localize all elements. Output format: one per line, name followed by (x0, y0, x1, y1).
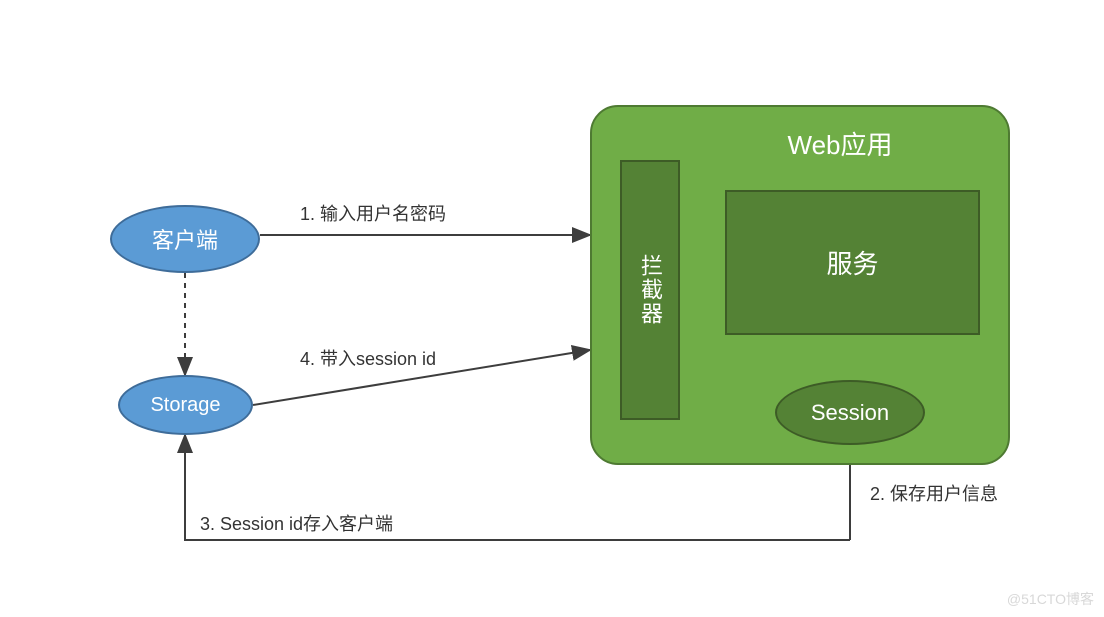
edge-label-2: 2. 保存用户信息 (870, 480, 998, 506)
edge-label-4: 4. 带入session id (300, 345, 436, 371)
service-label: 服务 (826, 244, 878, 281)
service-node: 服务 (725, 190, 980, 335)
session-flow-diagram: Web应用 拦截器 服务 Session 客户端 Storage 1. 输入用户… (0, 0, 1104, 617)
interceptor-node: 拦截器 (620, 160, 680, 420)
watermark-text: @51CTO博客 (1007, 589, 1094, 609)
edge-label-1: 1. 输入用户名密码 (300, 200, 446, 226)
webapp-title: Web应用 (740, 125, 940, 162)
session-label: Session (811, 400, 889, 426)
session-node: Session (775, 380, 925, 445)
edge-label-3: 3. Session id存入客户端 (200, 510, 393, 536)
client-node: 客户端 (110, 205, 260, 273)
storage-node: Storage (118, 375, 253, 435)
interceptor-label: 拦截器 (634, 254, 666, 326)
client-label: 客户端 (152, 223, 218, 255)
storage-label: Storage (150, 394, 220, 417)
